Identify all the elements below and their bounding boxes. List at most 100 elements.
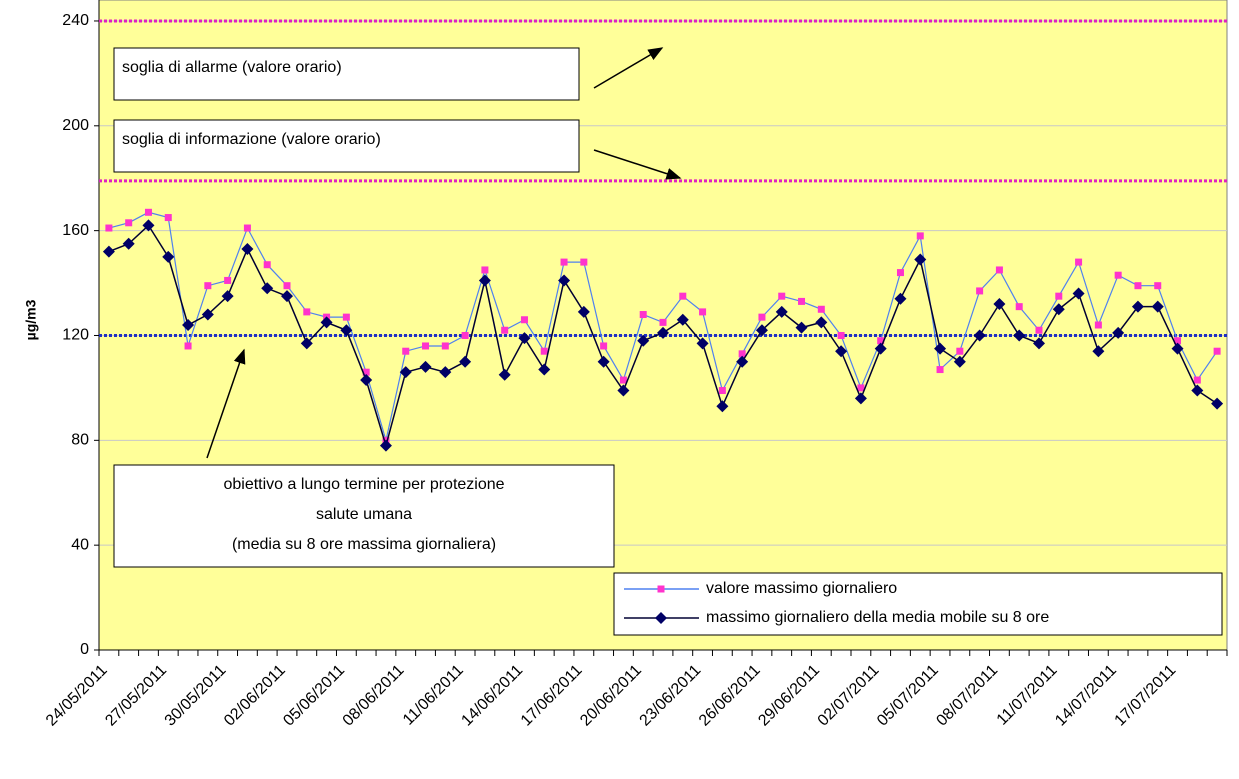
data-point bbox=[1134, 282, 1142, 290]
data-point bbox=[144, 208, 152, 216]
y-tick-label: 80 bbox=[71, 432, 89, 449]
data-point bbox=[1015, 303, 1023, 311]
legend-marker bbox=[655, 612, 667, 624]
data-point bbox=[936, 366, 944, 374]
legend-label: massimo giornaliero della media mobile s… bbox=[706, 609, 1049, 626]
data-point bbox=[243, 224, 251, 232]
data-point bbox=[538, 363, 551, 376]
data-point bbox=[659, 318, 667, 326]
x-tick-label: 02/07/2011 bbox=[815, 662, 883, 730]
data-point bbox=[956, 347, 964, 355]
data-point bbox=[1131, 300, 1144, 313]
legend-box bbox=[613, 572, 1223, 636]
x-tick-label: 30/05/2011 bbox=[162, 662, 230, 730]
data-point bbox=[1171, 342, 1184, 355]
data-point bbox=[976, 287, 984, 295]
x-tick-label: 14/06/2011 bbox=[458, 662, 526, 730]
data-point bbox=[696, 337, 709, 350]
data-point bbox=[142, 219, 155, 232]
annotation-box bbox=[113, 47, 580, 101]
data-point bbox=[439, 366, 452, 379]
data-point bbox=[399, 366, 412, 379]
data-point bbox=[1193, 376, 1201, 384]
data-point bbox=[261, 282, 274, 295]
data-point bbox=[1055, 292, 1063, 300]
data-point bbox=[617, 384, 630, 397]
x-tick-label: 11/06/2011 bbox=[400, 662, 467, 729]
data-point bbox=[441, 342, 449, 350]
data-point bbox=[518, 332, 531, 345]
annotation-box bbox=[113, 119, 580, 173]
data-point bbox=[1072, 287, 1085, 300]
data-point bbox=[481, 266, 489, 274]
data-point bbox=[362, 368, 370, 376]
annotation-text: soglia di allarme (valore orario) bbox=[122, 59, 342, 76]
annotation-text: salute umana bbox=[316, 506, 412, 523]
data-point bbox=[558, 274, 571, 287]
data-point bbox=[619, 376, 627, 384]
data-point bbox=[125, 219, 133, 227]
x-tick-label: 17/06/2011 bbox=[518, 662, 586, 730]
annotation-text: obiettivo a lungo termine per protezione bbox=[223, 476, 504, 493]
data-point bbox=[600, 342, 608, 350]
data-point bbox=[241, 242, 254, 255]
data-point bbox=[835, 345, 848, 358]
annotation-arrow bbox=[206, 348, 246, 459]
data-point bbox=[916, 232, 924, 240]
data-point bbox=[778, 292, 786, 300]
data-point bbox=[676, 313, 689, 326]
data-point bbox=[973, 329, 986, 342]
x-tick-label: 11/07/2011 bbox=[994, 662, 1061, 729]
annotation-arrow bbox=[593, 47, 664, 89]
data-point bbox=[221, 290, 234, 303]
data-point bbox=[360, 374, 373, 387]
x-tick-label: 29/06/2011 bbox=[755, 662, 823, 730]
data-point bbox=[1075, 258, 1083, 266]
data-point bbox=[758, 313, 766, 321]
data-point bbox=[679, 292, 687, 300]
data-point bbox=[379, 439, 392, 452]
data-point bbox=[1033, 337, 1045, 350]
data-point bbox=[738, 350, 746, 358]
data-point bbox=[402, 347, 410, 355]
x-tick-label: 24/05/2011 bbox=[43, 662, 111, 730]
data-point bbox=[1013, 329, 1026, 342]
data-point bbox=[934, 342, 947, 355]
annotation-box bbox=[113, 464, 615, 568]
data-point bbox=[283, 282, 291, 290]
data-point bbox=[580, 258, 588, 266]
data-point bbox=[478, 274, 491, 287]
x-tick-label: 23/06/2011 bbox=[637, 662, 705, 730]
x-tick-label: 02/06/2011 bbox=[221, 662, 289, 730]
data-point bbox=[459, 355, 472, 368]
y-tick-label: 0 bbox=[80, 641, 89, 658]
data-point bbox=[1094, 321, 1102, 329]
y-tick-label: 160 bbox=[62, 222, 89, 239]
y-axis-label: µg/m3 bbox=[23, 299, 39, 340]
data-point bbox=[1092, 345, 1105, 358]
x-tick-label: 05/07/2011 bbox=[874, 662, 942, 730]
data-point bbox=[874, 342, 887, 355]
data-point bbox=[795, 321, 808, 334]
x-tick-label: 20/06/2011 bbox=[577, 662, 645, 730]
x-tick-label: 05/06/2011 bbox=[280, 662, 348, 730]
y-tick-label: 240 bbox=[62, 12, 89, 29]
data-point bbox=[340, 324, 353, 337]
data-point bbox=[102, 245, 115, 258]
x-tick-label: 27/05/2011 bbox=[102, 662, 170, 730]
data-point bbox=[657, 326, 669, 339]
data-point bbox=[540, 347, 548, 355]
x-tick-label: 08/07/2011 bbox=[933, 662, 1001, 730]
data-point bbox=[995, 266, 1003, 274]
data-point bbox=[815, 316, 828, 329]
data-point bbox=[1052, 303, 1065, 316]
data-point bbox=[184, 342, 192, 350]
legend-marker bbox=[657, 585, 665, 593]
data-point bbox=[639, 311, 647, 319]
data-point bbox=[798, 297, 806, 305]
data-point bbox=[461, 331, 469, 339]
x-tick-label: 26/06/2011 bbox=[696, 662, 764, 730]
data-point bbox=[597, 355, 610, 368]
data-point bbox=[201, 308, 214, 321]
